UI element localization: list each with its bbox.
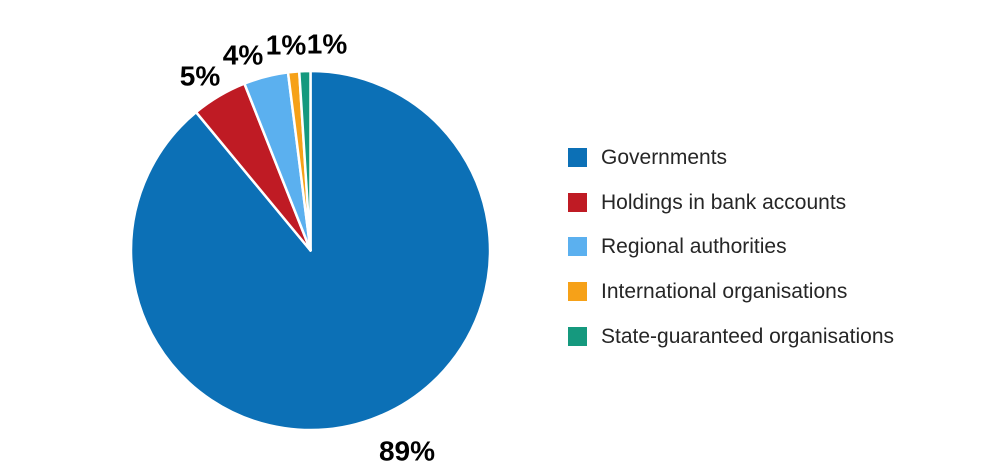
slice-percent-label: 4%: [223, 40, 264, 71]
slice-percent-label: 5%: [180, 61, 221, 92]
legend-label: State-guaranteed organisations: [601, 324, 895, 348]
slice-percent-label: 1%: [307, 29, 348, 60]
slice-percent-label: 89%: [379, 436, 435, 467]
legend-item-holdings-in-bank-accounts: Holdings in bank accounts: [568, 180, 894, 225]
slice-percent-label: 1%: [266, 30, 307, 61]
legend-item-state-guaranteed-organisations: State-guaranteed organisations: [568, 314, 894, 359]
legend-swatch-international-organisations: [568, 282, 587, 302]
legend-label: Holdings in bank accounts: [601, 190, 847, 214]
legend-swatch-state-guaranteed-organisations: [568, 326, 587, 346]
legend-item-governments: Governments: [568, 135, 894, 180]
legend-swatch-holdings-in-bank-accounts: [568, 192, 587, 212]
legend-label: Governments: [601, 145, 728, 169]
legend-item-international-organisations: International organisations: [568, 269, 894, 314]
chart-legend: Governments Holdings in bank accounts Re…: [568, 135, 894, 359]
legend-swatch-regional-authorities: [568, 237, 587, 257]
pie-slice-governments: [129, 69, 492, 432]
pie-slice-state-guaranteed-organisations: [297, 69, 312, 252]
legend-swatch-governments: [568, 147, 587, 167]
legend-label: Regional authorities: [601, 235, 787, 259]
legend-item-regional-authorities: Regional authorities: [568, 225, 894, 270]
legend-label: International organisations: [601, 280, 848, 304]
